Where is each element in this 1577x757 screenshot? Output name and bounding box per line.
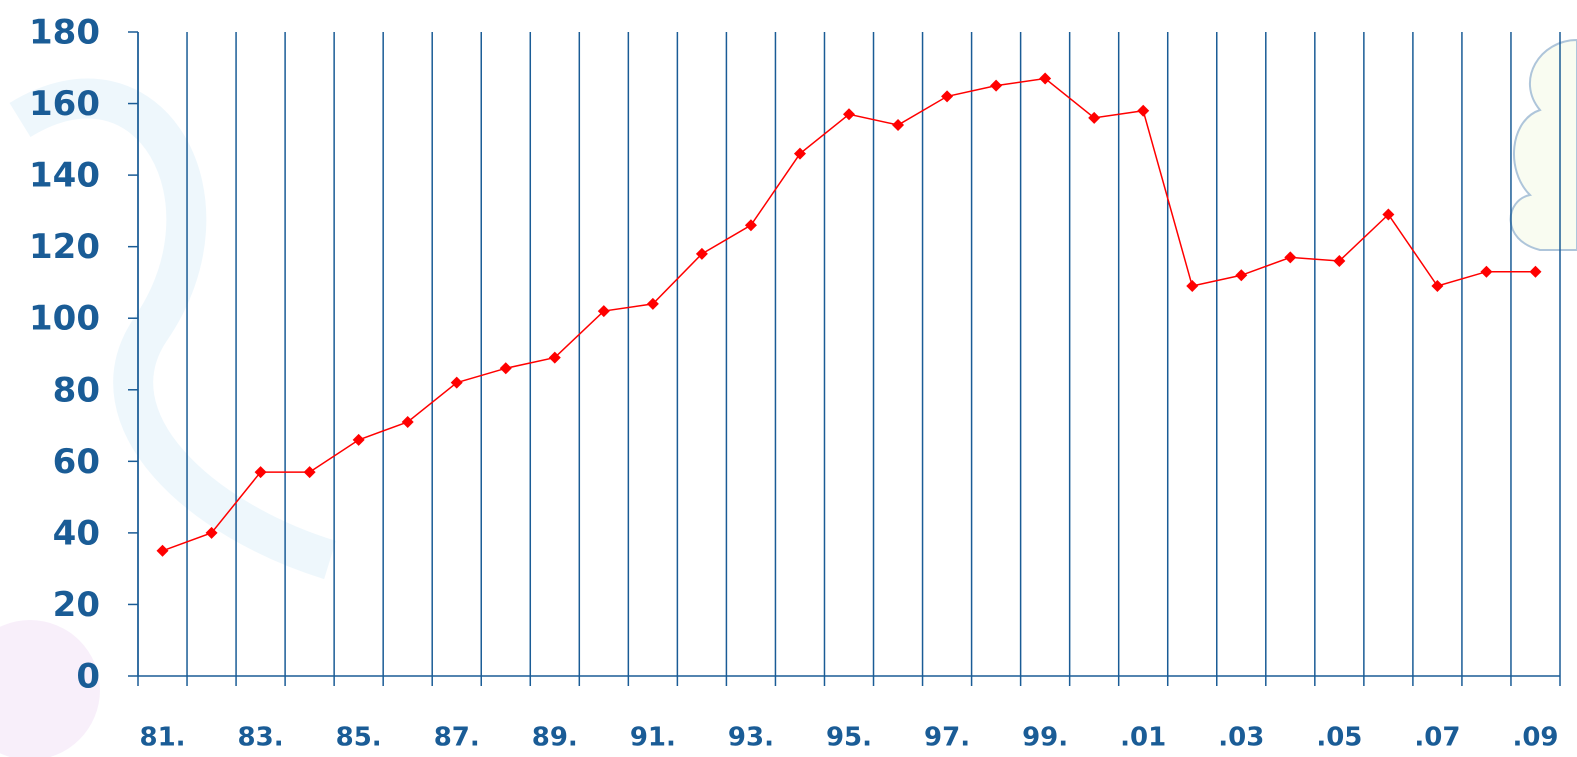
data-line <box>163 79 1536 551</box>
x-tick-label: 97. <box>924 723 970 753</box>
cloud <box>1511 40 1577 250</box>
y-tick-label: 160 <box>29 84 100 124</box>
chart: 0 20 40 60 80 100 120 140 160 180 81. 83. 85. 87. 89. 9… <box>0 0 1577 757</box>
x-tick-label: 89. <box>532 723 578 753</box>
x-tick-label: 87. <box>434 723 480 753</box>
x-tick-label: .09 <box>1512 723 1558 753</box>
data-point <box>745 219 757 231</box>
y-tick-label: 40 <box>53 513 100 553</box>
y-tick-label: 100 <box>29 299 100 339</box>
data-point <box>990 80 1002 92</box>
x-tick-label: .01 <box>1120 723 1166 753</box>
y-tick-label: 180 <box>29 13 100 53</box>
data-point <box>1480 266 1492 278</box>
y-tick-label: 120 <box>29 227 100 267</box>
data-point <box>1529 266 1541 278</box>
x-tick-label: 91. <box>630 723 676 753</box>
data-point <box>304 466 316 478</box>
data-point <box>941 90 953 102</box>
data-point <box>500 362 512 374</box>
x-tick-label: 85. <box>336 723 382 753</box>
data-point <box>1431 280 1443 292</box>
data-point <box>1235 269 1247 281</box>
x-tick-label: 99. <box>1022 723 1068 753</box>
x-tick-label: 83. <box>238 723 284 753</box>
data-point <box>1137 105 1149 117</box>
y-tick-label: 20 <box>53 585 100 625</box>
x-tick-label: 93. <box>728 723 774 753</box>
data-point <box>892 119 904 131</box>
x-tick-label: 81. <box>139 723 185 753</box>
y-tick-label: 60 <box>53 442 100 482</box>
y-tick-label: 80 <box>53 370 100 410</box>
data-point <box>1186 280 1198 292</box>
data-point <box>157 545 169 557</box>
y-tick-label: 140 <box>29 156 100 196</box>
x-tick-label: .07 <box>1414 723 1460 753</box>
page: {"chart_data": {"type": "line", "categor… <box>0 0 1577 757</box>
y-tick-label: 0 <box>76 657 100 697</box>
data-point <box>353 434 365 446</box>
x-tick-label: 95. <box>826 723 872 753</box>
x-tick-label: .03 <box>1218 723 1264 753</box>
data-point <box>1284 251 1296 263</box>
x-tick-label: .05 <box>1316 723 1362 753</box>
